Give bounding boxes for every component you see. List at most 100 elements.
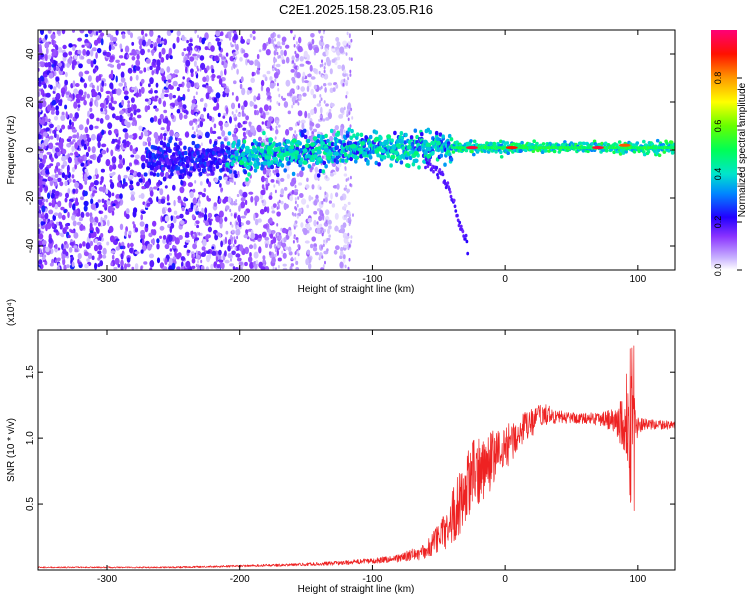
noise-speckle bbox=[148, 197, 153, 202]
noise-speckle bbox=[229, 208, 232, 213]
noise-speckle bbox=[83, 155, 87, 162]
ridge-point bbox=[439, 153, 444, 158]
noise-speckle bbox=[339, 255, 343, 259]
noise-speckle bbox=[243, 52, 249, 58]
ridge-blob bbox=[360, 141, 366, 146]
ridge-point bbox=[399, 160, 404, 165]
noise-speckle bbox=[269, 125, 273, 131]
noise-speckle bbox=[149, 77, 154, 85]
noise-speckle bbox=[117, 174, 122, 182]
noise-speckle bbox=[47, 218, 51, 223]
ridge-blob bbox=[400, 153, 405, 159]
noise-speckle bbox=[294, 189, 299, 193]
ridge-point bbox=[447, 133, 452, 139]
ridge-point bbox=[401, 146, 406, 151]
noise-speckle bbox=[116, 63, 121, 70]
noise-speckle bbox=[179, 112, 183, 121]
ridge-point bbox=[374, 130, 379, 135]
noise-speckle bbox=[197, 124, 200, 128]
noise-speckle bbox=[51, 198, 55, 205]
noise-speckle bbox=[239, 244, 244, 252]
ridge-blob bbox=[395, 143, 401, 148]
noise-speckle bbox=[325, 220, 328, 224]
noise-speckle bbox=[250, 126, 256, 133]
noise-speckle bbox=[323, 239, 326, 244]
noise-speckle bbox=[221, 56, 225, 60]
noise-speckle bbox=[324, 191, 327, 195]
noise-speckle bbox=[275, 63, 281, 68]
noise-speckle bbox=[174, 237, 180, 245]
noise-speckle bbox=[71, 166, 76, 173]
noise-speckle bbox=[80, 211, 85, 219]
noise-speckle bbox=[325, 239, 328, 243]
noise-speckle bbox=[329, 68, 333, 75]
noise-speckle bbox=[252, 30, 256, 34]
noise-speckle bbox=[235, 161, 238, 165]
noise-speckle bbox=[138, 125, 143, 131]
noise-speckle bbox=[168, 47, 173, 55]
noise-speckle bbox=[44, 77, 48, 84]
noise-speckle bbox=[176, 108, 181, 114]
noise-speckle bbox=[245, 115, 250, 121]
ridge-point bbox=[162, 143, 167, 148]
noise-speckle bbox=[213, 123, 217, 129]
noise-speckle bbox=[176, 86, 181, 92]
noise-speckle bbox=[130, 112, 133, 118]
noise-speckle bbox=[289, 89, 293, 97]
noise-speckle bbox=[207, 86, 213, 94]
y-tick-label: 1.0 bbox=[25, 431, 36, 445]
noise-speckle bbox=[283, 101, 289, 108]
noise-speckle bbox=[156, 257, 161, 264]
ridge-point bbox=[418, 147, 422, 152]
noise-speckle bbox=[267, 95, 272, 100]
noise-speckle bbox=[161, 47, 166, 55]
noise-speckle bbox=[180, 179, 183, 186]
spectrogram-x-ticks: -300 -200 -100 0 100 bbox=[97, 30, 647, 285]
noise-speckle bbox=[199, 211, 202, 217]
ridge-point bbox=[530, 142, 535, 147]
noise-speckle bbox=[140, 78, 145, 84]
noise-speckle bbox=[318, 30, 322, 34]
noise-speckle bbox=[256, 54, 260, 60]
noise-speckle bbox=[234, 124, 237, 128]
ridge-point bbox=[449, 157, 454, 162]
noise-speckle bbox=[174, 69, 180, 74]
ridge-point bbox=[255, 157, 260, 163]
noise-speckle bbox=[131, 64, 134, 69]
noise-speckle bbox=[215, 92, 221, 99]
noise-speckle bbox=[187, 88, 190, 92]
ridge-blob bbox=[304, 143, 310, 148]
noise-speckle bbox=[141, 162, 146, 170]
noise-speckle bbox=[168, 257, 173, 265]
branch-point bbox=[435, 165, 439, 170]
noise-speckle bbox=[74, 182, 80, 188]
noise-speckle bbox=[233, 200, 236, 205]
noise-speckle bbox=[294, 71, 297, 76]
noise-speckle bbox=[40, 30, 44, 35]
noise-speckle bbox=[46, 223, 52, 230]
noise-speckle bbox=[350, 38, 353, 43]
noise-speckle bbox=[330, 192, 333, 200]
noise-speckle bbox=[292, 240, 295, 244]
noise-speckle bbox=[318, 215, 323, 221]
noise-speckle bbox=[192, 197, 197, 205]
noise-speckle bbox=[323, 100, 326, 104]
hotspot-mark bbox=[618, 143, 631, 147]
noise-speckle bbox=[98, 210, 102, 214]
noise-speckle bbox=[129, 247, 134, 254]
noise-speckle bbox=[256, 124, 262, 133]
noise-speckle bbox=[260, 85, 264, 92]
noise-speckle bbox=[199, 181, 203, 186]
noise-speckle bbox=[89, 107, 93, 113]
noise-speckle bbox=[191, 214, 195, 220]
noise-speckle bbox=[320, 45, 323, 50]
ridge-point bbox=[287, 161, 291, 166]
noise-speckle bbox=[274, 136, 277, 140]
noise-speckle bbox=[148, 90, 153, 94]
noise-speckle bbox=[183, 114, 188, 120]
noise-speckle bbox=[120, 48, 123, 53]
noise-speckle bbox=[239, 83, 243, 89]
ridge-point bbox=[235, 152, 239, 157]
noise-speckle bbox=[206, 195, 209, 202]
